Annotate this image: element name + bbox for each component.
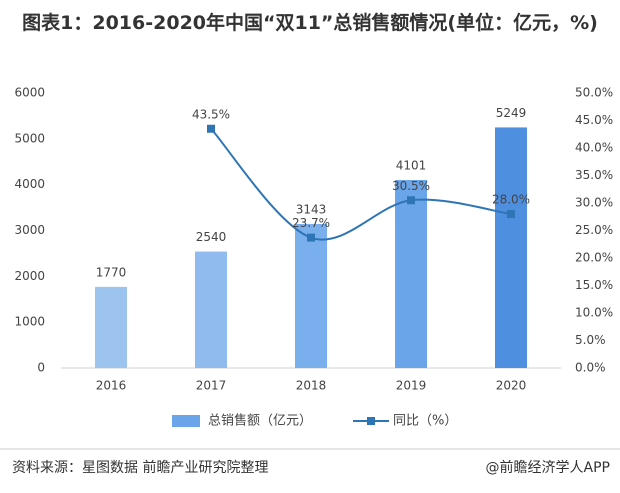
x-tick-label: 2019 — [396, 379, 427, 393]
chart-title: 图表1：2016-2020年中国“双11”总销售额情况(单位：亿元，%) — [22, 12, 598, 34]
y-tick-label: 2000 — [14, 269, 45, 283]
y2-tick-label: 40.0% — [575, 141, 613, 155]
credit: @前瞻经济学人APP — [486, 459, 610, 476]
line — [210, 128, 512, 241]
bar — [495, 127, 527, 368]
y2-tick-label: 0.0% — [575, 361, 606, 375]
y-tick-label: 4000 — [14, 177, 45, 191]
line-marker — [207, 124, 215, 133]
bar-value-label: 4101 — [396, 159, 427, 173]
y2-tick-label: 30.0% — [575, 196, 613, 210]
bar-value-label: 2540 — [196, 230, 227, 244]
bar-value-label: 1770 — [96, 265, 127, 279]
legend-label: 总销售额（亿元） — [208, 413, 312, 429]
y-tick-label: 1000 — [14, 315, 45, 329]
x-tick-label: 2018 — [296, 379, 327, 393]
y-tick-label: 6000 — [14, 86, 45, 100]
bar — [95, 286, 127, 368]
y2-tick-label: 50.0% — [575, 86, 613, 100]
bar — [195, 251, 227, 368]
y2-tick-label: 25.0% — [575, 223, 613, 237]
line-marker — [507, 210, 515, 218]
legend-swatch — [367, 417, 375, 425]
x-tick-label: 2016 — [96, 379, 127, 393]
bar-value-label: 5249 — [496, 106, 527, 120]
y-tick-label: 3000 — [14, 223, 45, 237]
y2-tick-label: 35.0% — [575, 168, 613, 182]
line-value-label: 23.7% — [292, 216, 330, 230]
line-value-label: 30.5% — [392, 179, 430, 193]
bar — [295, 223, 327, 368]
legend-swatch — [172, 415, 200, 427]
bar — [395, 180, 427, 368]
y-tick-label: 0 — [37, 361, 45, 375]
x-tick-label: 2017 — [196, 379, 227, 393]
bar-value-label: 3143 — [296, 202, 327, 216]
legend-label: 同比（%） — [393, 414, 457, 429]
x-tick-label: 2020 — [496, 379, 527, 393]
y2-tick-label: 5.0% — [575, 333, 606, 347]
y2-tick-label: 20.0% — [575, 251, 613, 265]
line-marker — [307, 233, 315, 242]
line-value-label: 28.0% — [492, 193, 530, 207]
y2-tick-label: 15.0% — [575, 278, 613, 292]
y-tick-label: 5000 — [14, 131, 45, 145]
line-value-label: 43.5% — [192, 107, 230, 121]
source: 资料来源：星图数据 前瞻产业研究院整理 — [12, 459, 268, 476]
line-marker — [407, 196, 415, 205]
y2-tick-label: 10.0% — [575, 306, 613, 320]
y2-tick-label: 45.0% — [575, 113, 613, 127]
